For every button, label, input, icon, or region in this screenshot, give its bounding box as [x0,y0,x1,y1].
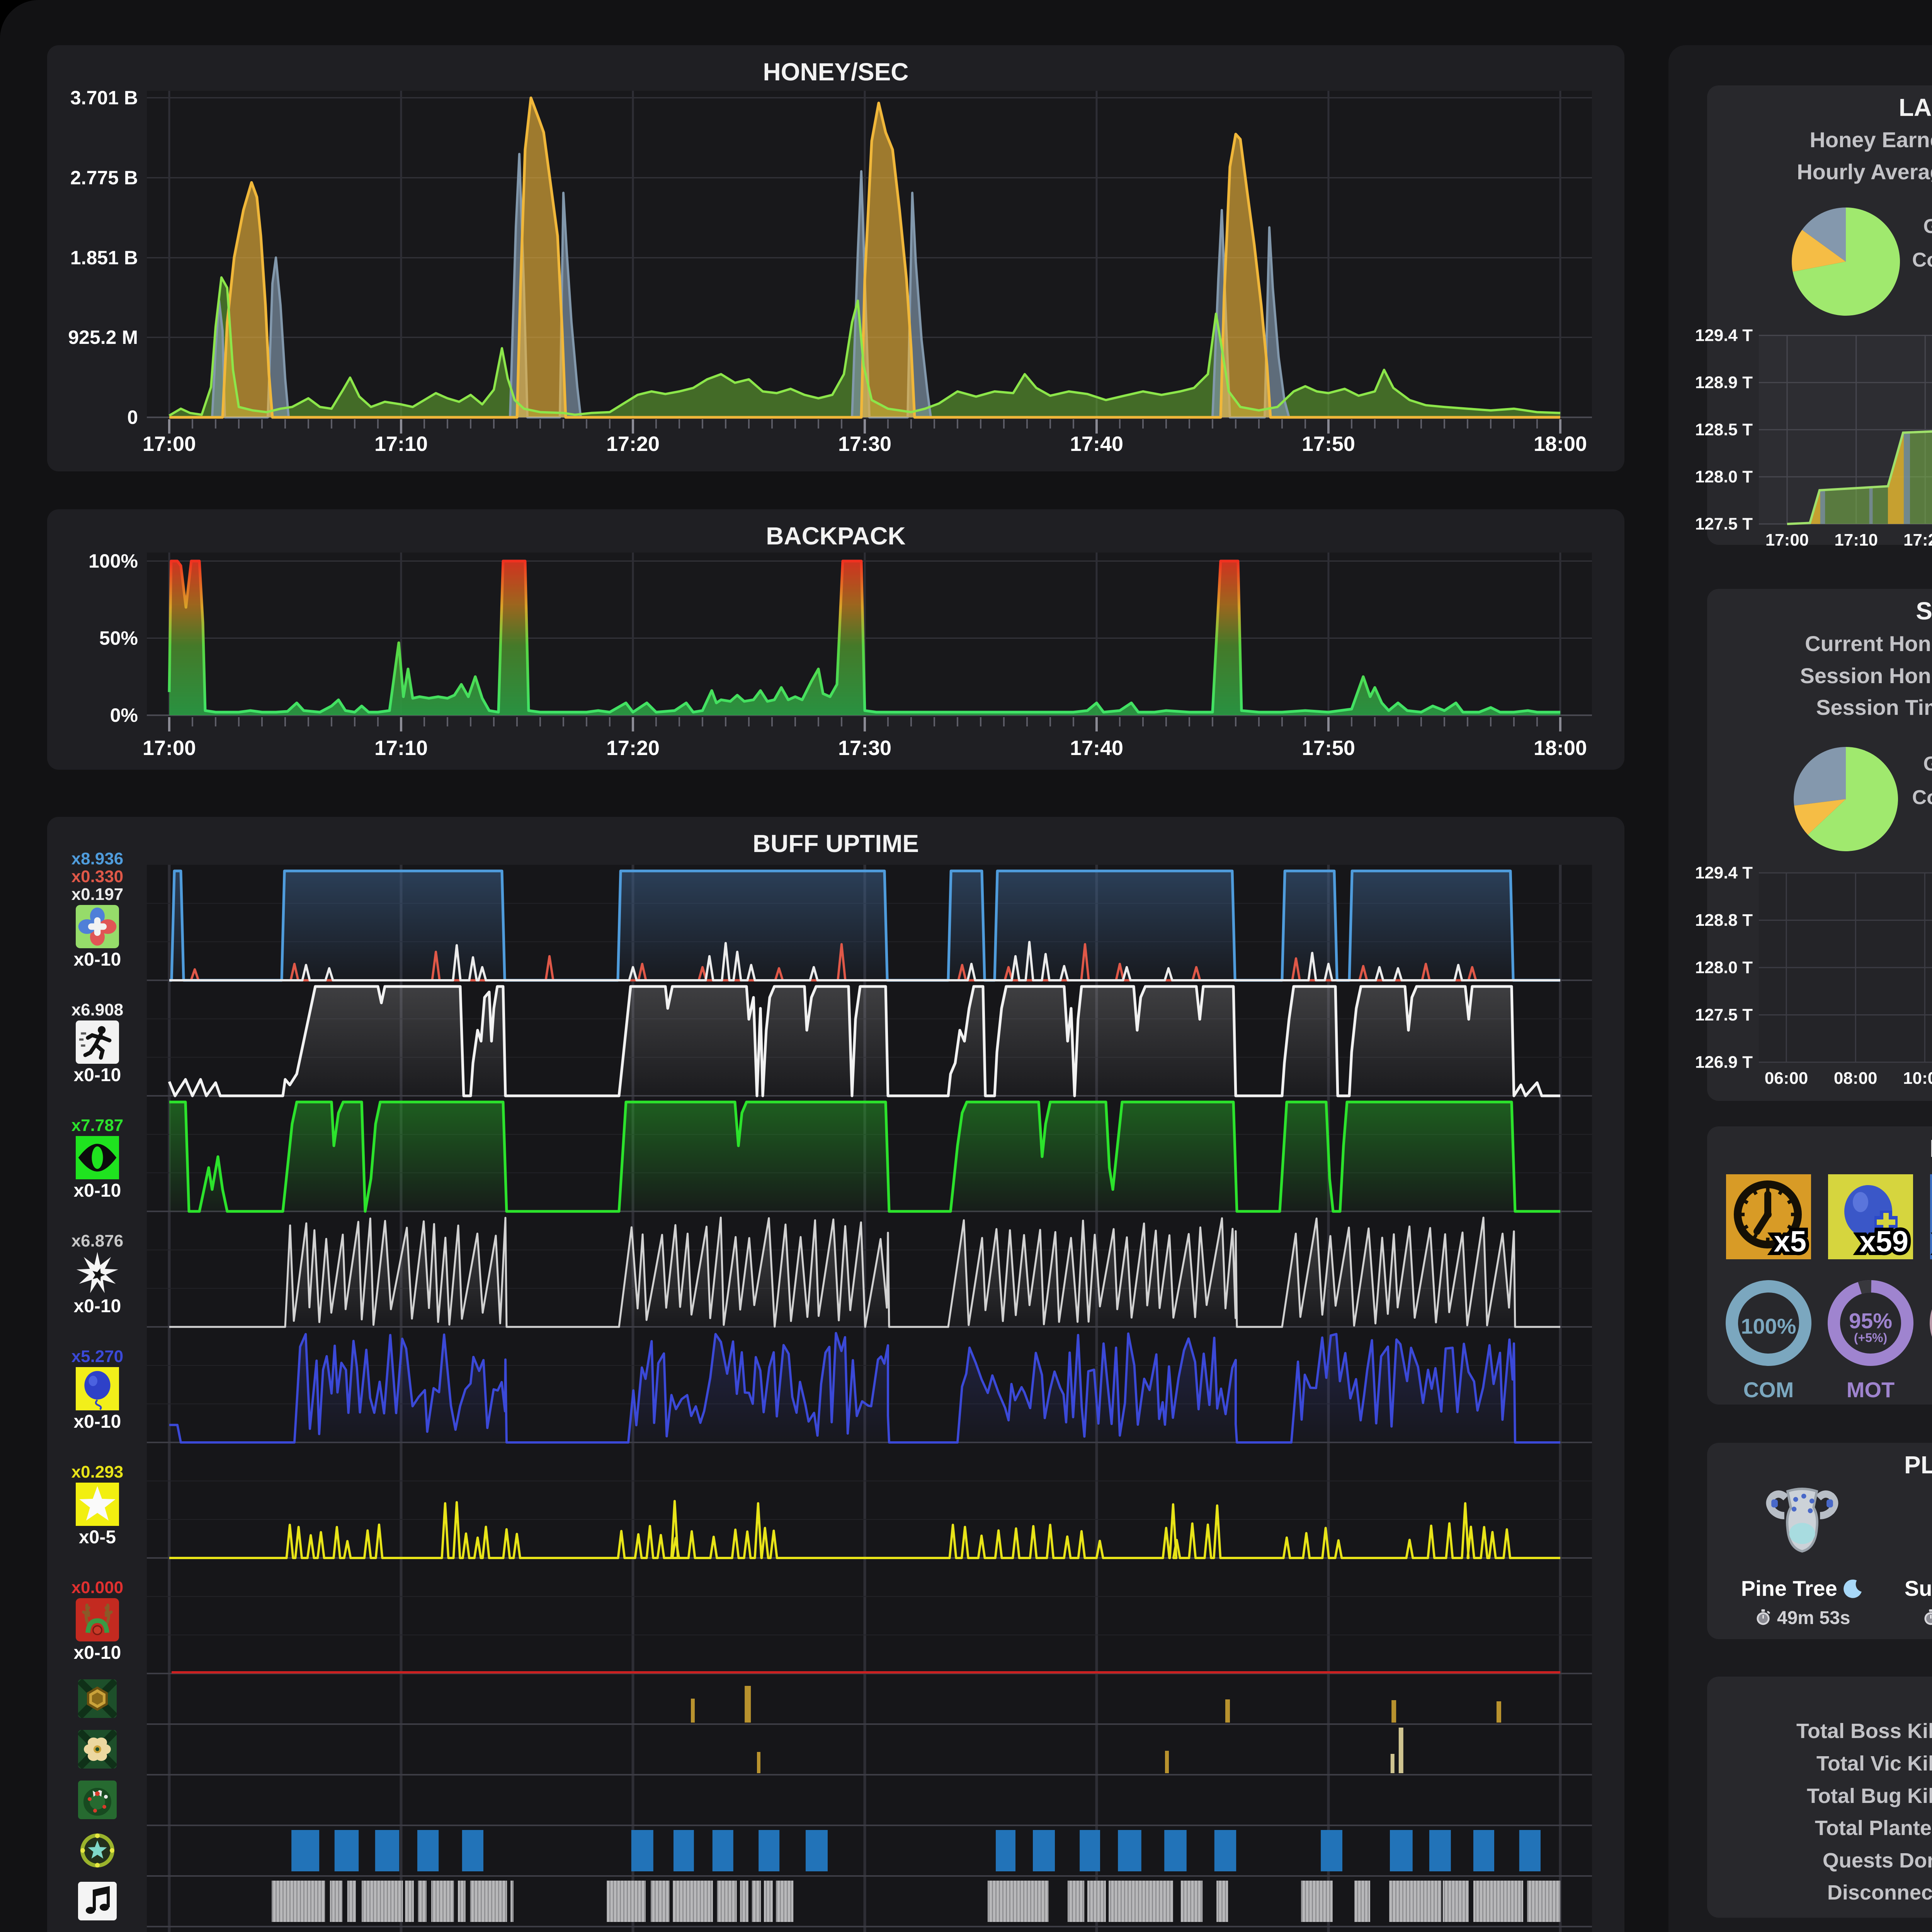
svg-text:3.701 B: 3.701 B [70,87,138,109]
svg-text:128.5 T: 128.5 T [1695,420,1753,439]
svg-text:x59: x59 [1859,1225,1908,1258]
svg-text:100%: 100% [1741,1314,1796,1338]
svg-text:10:00: 10:00 [1903,1069,1932,1088]
svg-text:17:40: 17:40 [1070,432,1123,456]
svg-text:128.0 T: 128.0 T [1695,468,1753,486]
svg-text:1.851 B: 1.851 B [70,247,138,269]
svg-text:17:20: 17:20 [606,432,660,456]
svg-text:925.2 M: 925.2 M [68,327,138,348]
svg-text:0: 0 [127,406,138,428]
svg-text:127.5 T: 127.5 T [1695,1005,1753,1024]
svg-text:17:10: 17:10 [374,432,428,456]
svg-text:(+5%): (+5%) [1854,1331,1887,1345]
svg-text:17:20: 17:20 [606,736,660,760]
svg-text:06:00: 06:00 [1765,1069,1808,1088]
svg-text:17:00: 17:00 [143,432,196,456]
svg-text:17:00: 17:00 [1765,531,1809,549]
svg-text:17:30: 17:30 [838,432,891,456]
svg-text:17:50: 17:50 [1302,432,1355,456]
svg-text:18:00: 18:00 [1534,736,1587,760]
svg-text:129.4 T: 129.4 T [1695,864,1753,883]
svg-text:2.775 B: 2.775 B [70,167,138,189]
svg-text:129.4 T: 129.4 T [1695,326,1753,345]
svg-text:17:10: 17:10 [374,736,428,760]
svg-text:18:00: 18:00 [1534,432,1587,456]
svg-text:0%: 0% [110,704,138,726]
svg-text:x5: x5 [1774,1225,1806,1258]
svg-text:50%: 50% [99,628,138,649]
svg-text:08:00: 08:00 [1834,1069,1878,1088]
svg-text:17:20: 17:20 [1903,531,1932,549]
svg-text:128.0 T: 128.0 T [1695,958,1753,977]
svg-text:17:40: 17:40 [1070,736,1123,760]
svg-text:17:00: 17:00 [143,736,196,760]
svg-text:128.9 T: 128.9 T [1695,373,1753,392]
svg-text:17:10: 17:10 [1834,531,1878,549]
svg-text:128.8 T: 128.8 T [1695,911,1753,930]
svg-text:100%: 100% [88,550,138,572]
svg-text:17:30: 17:30 [838,736,891,760]
svg-text:127.5 T: 127.5 T [1695,515,1753,534]
svg-text:126.9 T: 126.9 T [1695,1053,1753,1072]
svg-text:95%: 95% [1849,1309,1892,1333]
svg-text:17:50: 17:50 [1302,736,1355,760]
